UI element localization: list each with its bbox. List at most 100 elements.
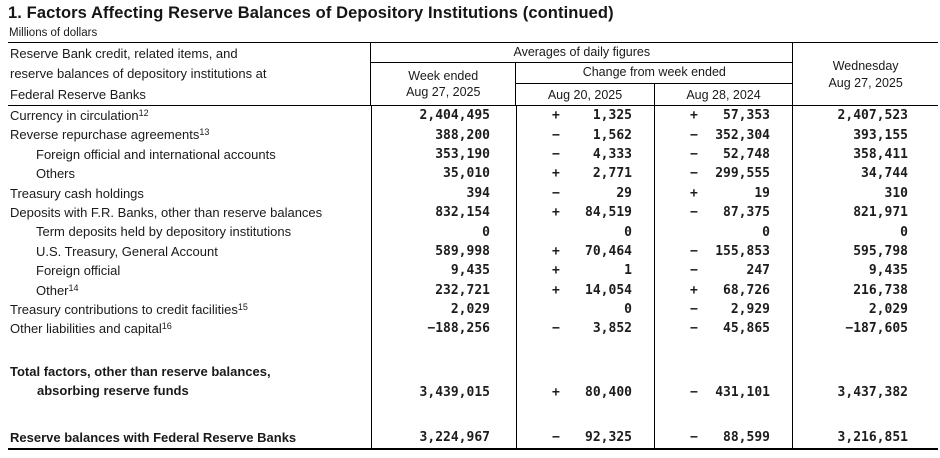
wednesday-header: Wednesday Aug 27, 2025 [793, 43, 938, 105]
sign: + [552, 166, 560, 182]
sign: + [690, 108, 698, 124]
cell-change-prior-year: −87,375 [655, 202, 793, 223]
row-label: Total factors, other than reserve balanc… [8, 360, 372, 401]
change-section: Change from week ended Aug 20, 2025 Aug … [516, 63, 793, 105]
sign: − [690, 430, 698, 446]
cell-week-average: 0 [372, 222, 517, 242]
table-row: Reverse repurchase agreements13 388,200 … [8, 125, 938, 145]
row-label: U.S. Treasury, General Account [8, 241, 372, 262]
cell-week-average: 394 [372, 183, 517, 203]
footnote-ref: 14 [68, 282, 79, 293]
cell-week-average: 388,200 [372, 125, 517, 145]
cell-wednesday: 821,971 [853, 205, 908, 221]
cell-change-prior-week: +1,325 [517, 106, 655, 126]
sign: − [552, 127, 560, 143]
cell-wednesday: 9,435 [868, 263, 908, 279]
row-label: Reserve balances with Federal Reserve Ba… [8, 427, 372, 448]
spacer-row [8, 400, 938, 428]
cell-change-prior-year: −299,555 [655, 164, 793, 184]
cell-week-average: 353,190 [372, 144, 517, 165]
cell-week-average: −188,256 [372, 319, 517, 339]
table-row: Treasury contributions to credit facilit… [8, 299, 938, 320]
cell-week-average: 232,721 [372, 280, 517, 300]
row-label: Treasury cash holdings [8, 183, 372, 203]
sign: + [690, 282, 698, 298]
cell-week-average: 3,224,967 [372, 427, 517, 448]
cell-wednesday: 595,798 [853, 243, 908, 259]
cell-change-prior-week: 0 [517, 299, 655, 320]
sign: − [690, 263, 698, 279]
cell-change-prior-week: +14,054 [517, 280, 655, 300]
cell-week-average: 3,439,015 [372, 360, 517, 401]
sign: − [552, 430, 560, 446]
cell-change-prior-year: +68,726 [655, 280, 793, 300]
table-row: Term deposits held by depository institu… [8, 222, 938, 242]
table-row: Foreign official and international accou… [8, 144, 938, 165]
cell-change-prior-week: −3,852 [517, 319, 655, 339]
cell-wednesday: 0 [900, 224, 908, 240]
table-row: Foreign official 9,435 +1 −247 9,435 [8, 261, 938, 281]
cell-change-prior-year: −155,853 [655, 241, 793, 262]
cell-wednesday: 2,029 [868, 302, 908, 318]
table-header: Reserve Bank credit, related items, and … [8, 43, 938, 106]
averages-header: Averages of daily figures [371, 43, 793, 63]
cell-week-average: 589,998 [372, 241, 517, 262]
wednesday-date: Aug 27, 2025 [828, 75, 903, 90]
cell-change-prior-year: −431,101 [655, 360, 793, 401]
row-label: Other liabilities and capital16 [8, 319, 372, 339]
cell-wednesday: 3,216,851 [837, 430, 908, 446]
spacer-row [8, 338, 938, 361]
cell-wednesday: 393,155 [853, 127, 908, 143]
sign: + [552, 108, 560, 124]
cell-week-average: 35,010 [372, 164, 517, 184]
cell-change-prior-year: −45,865 [655, 319, 793, 339]
sign: + [552, 243, 560, 259]
cell-change-prior-week: +70,464 [517, 241, 655, 262]
week-ended-date: Aug 27, 2025 [406, 85, 481, 99]
reserve-balances-row: Reserve balances with Federal Reserve Ba… [8, 427, 938, 448]
table-row: Others 35,010 +2,771 −299,555 34,744 [8, 164, 938, 184]
sign: + [690, 185, 698, 201]
cell-change-prior-week: +80,400 [517, 360, 655, 401]
footnote-ref: 12 [138, 108, 149, 118]
cell-wednesday: −187,605 [845, 321, 908, 337]
table-row: Treasury cash holdings 394 −29 +19 310 [8, 183, 938, 203]
sign: − [690, 302, 698, 318]
units-label: Millions of dollars [9, 27, 98, 39]
cell-change-prior-year: −88,599 [655, 427, 793, 448]
cell-change-prior-week: −92,325 [517, 427, 655, 448]
cell-change-prior-week: +1 [517, 261, 655, 281]
sign: + [552, 384, 560, 400]
sign: + [552, 282, 560, 298]
stub-line-3: Federal Reserve Banks [10, 86, 146, 102]
factors-table: Reserve Bank credit, related items, and … [8, 42, 938, 450]
row-label: Other14 [8, 280, 372, 300]
cell-week-average: 9,435 [372, 261, 517, 281]
row-label: Foreign official and international accou… [8, 144, 372, 165]
week-ended-line-1: Week ended [408, 69, 479, 83]
sign: − [552, 321, 560, 337]
cell-wednesday: 3,437,382 [837, 384, 908, 400]
cell-wednesday: 2,407,523 [837, 108, 908, 124]
cell-wednesday: 34,744 [861, 166, 908, 182]
sign: − [690, 205, 698, 221]
wednesday-line-1: Wednesday [832, 58, 899, 73]
cell-change-prior-year: −247 [655, 261, 793, 281]
sign: − [690, 321, 698, 337]
cell-wednesday: 310 [884, 185, 908, 201]
change-date-prior-week: Aug 20, 2025 [516, 84, 655, 105]
row-label: Deposits with F.R. Banks, other than res… [8, 202, 372, 223]
cell-change-prior-year: +57,353 [655, 106, 793, 126]
change-from-header: Change from week ended [516, 63, 793, 84]
cell-change-prior-year: −352,304 [655, 125, 793, 145]
row-label: Foreign official [8, 261, 372, 281]
page-title: 1. Factors Affecting Reserve Balances of… [8, 4, 614, 22]
cell-change-prior-week: −4,333 [517, 144, 655, 165]
row-label: Treasury contributions to credit facilit… [8, 299, 372, 320]
sign: − [552, 146, 560, 162]
cell-change-prior-week: −29 [517, 183, 655, 203]
change-date-prior-year: Aug 28, 2024 [686, 87, 761, 102]
cell-change-prior-week: +2,771 [517, 164, 655, 184]
table-row: Other liabilities and capital16 −188,256… [8, 319, 938, 339]
cell-change-prior-year: 0 [655, 222, 793, 242]
